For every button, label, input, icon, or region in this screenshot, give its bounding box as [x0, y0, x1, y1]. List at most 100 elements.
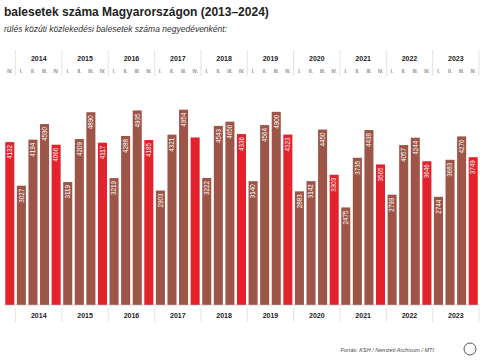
year-label: 2023 [448, 312, 464, 319]
bar [121, 136, 130, 305]
year-label: 2022 [402, 55, 418, 62]
bar [272, 112, 281, 305]
year-label: 2014 [31, 55, 47, 62]
bars [5, 110, 477, 305]
bar [237, 134, 246, 305]
year-label: 2015 [77, 312, 93, 319]
bar [191, 137, 200, 305]
quarter-label: I. [437, 69, 440, 74]
quarter-label: IV. [100, 69, 105, 74]
data-label: 4185 [145, 143, 152, 158]
data-label: 4900 [273, 114, 280, 129]
year-label: 2015 [77, 55, 93, 62]
quarter-label: I. [391, 69, 394, 74]
year-label: 2017 [170, 55, 186, 62]
data-label: 4954 [180, 112, 187, 127]
data-labels: 4132302741944590406631194209489041173219… [6, 112, 476, 224]
bar [28, 140, 37, 305]
bar [411, 138, 420, 305]
quarter-label: II. [263, 69, 267, 74]
quarter-label: IV. [424, 69, 429, 74]
data-label: 4890 [87, 115, 94, 130]
year-label: 2019 [263, 312, 279, 319]
separator [386, 50, 387, 76]
data-label: 4935 [134, 113, 141, 128]
quarter-label: III. [42, 69, 47, 74]
bar [86, 112, 95, 305]
separator [200, 50, 201, 76]
data-label: 4323 [284, 137, 291, 152]
year-label: 2019 [263, 55, 279, 62]
quarter-label: I. [298, 69, 301, 74]
subtitle: rülés közúti közlekedési balesetek száma… [4, 24, 228, 34]
data-label: 4650 [226, 124, 233, 139]
year-separators [16, 50, 479, 322]
separator [479, 50, 480, 76]
quarter-label: IV. [239, 69, 244, 74]
separator [108, 50, 109, 76]
bar [330, 175, 339, 305]
data-label: 4057 [400, 148, 407, 163]
separator [61, 308, 62, 322]
chart-root: balesetek száma Magyarországon (2013–202… [0, 0, 485, 360]
separator [15, 308, 16, 322]
bar [399, 145, 408, 305]
year-label: 2020 [309, 312, 325, 319]
data-label: 2475 [342, 210, 349, 225]
data-label: 4321 [168, 137, 175, 152]
data-label: 3027 [18, 188, 25, 203]
quarter-label: II. [170, 69, 174, 74]
quarter-label: I. [66, 69, 69, 74]
bar [306, 181, 315, 305]
year-label: 2014 [31, 312, 47, 319]
separator [108, 308, 109, 322]
data-label: 3119 [64, 185, 71, 199]
bar [63, 182, 72, 305]
quarter-label: IV. [7, 69, 12, 74]
separator [61, 50, 62, 76]
bar [469, 157, 478, 305]
separator [432, 308, 433, 322]
data-label: 4564 [261, 128, 268, 143]
bar [446, 160, 455, 305]
bar [283, 135, 292, 305]
separator [154, 308, 155, 322]
source: Forrás: KSH / Nemzeti Archívum / MTI [340, 347, 434, 353]
data-label: 4543 [215, 128, 222, 143]
year-label: 2018 [216, 55, 232, 62]
data-label: 4336 [238, 137, 245, 152]
bar [156, 191, 165, 305]
quarter-label: III. [413, 69, 418, 74]
quarter-label: I. [252, 69, 255, 74]
data-label: 3735 [354, 160, 361, 175]
bar [249, 181, 258, 305]
quarter-label: III. [274, 69, 279, 74]
bar [434, 197, 443, 305]
bar [98, 143, 107, 305]
quarter-label: III. [227, 69, 232, 74]
chart-svg: balesetek száma Magyarországon (2013–202… [0, 0, 485, 360]
quarter-label: I. [113, 69, 116, 74]
data-label: 4276 [458, 139, 465, 154]
bar [457, 136, 466, 305]
separator [293, 50, 294, 76]
separator [479, 308, 480, 322]
data-label: 3303 [330, 177, 337, 192]
year-label: 2021 [355, 312, 371, 319]
baseline [4, 305, 479, 306]
year-label: 2022 [402, 312, 418, 319]
quarter-label: II. [216, 69, 220, 74]
bar [110, 178, 119, 305]
bar [422, 161, 431, 305]
logo [464, 343, 476, 355]
data-label: 4244 [412, 140, 419, 155]
bar [75, 139, 84, 305]
data-label: 4450 [319, 132, 326, 147]
quarter-label: III. [320, 69, 325, 74]
separator [154, 50, 155, 76]
year-label: 2023 [448, 55, 464, 62]
bar [260, 125, 269, 305]
data-label: 2883 [296, 194, 303, 209]
quarter-label: I. [205, 69, 208, 74]
bar [40, 124, 49, 305]
